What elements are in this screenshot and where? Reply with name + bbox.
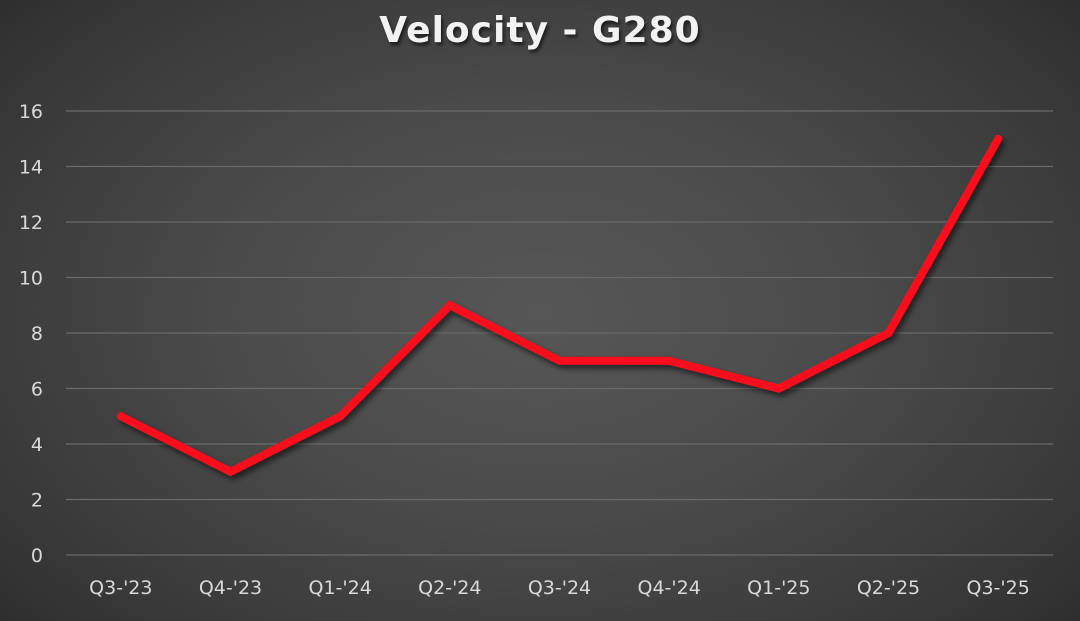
chart-title: Velocity - G280 [379, 10, 701, 51]
y-tick-label: 8 [31, 323, 43, 345]
gridlines [66, 110, 1053, 556]
x-tick-label: Q2-'24 [418, 577, 481, 599]
x-tick-label: Q1-'24 [309, 577, 372, 599]
y-tick-label: 0 [31, 545, 43, 567]
y-tick-label: 14 [19, 157, 43, 179]
x-tick-label: Q3-'23 [89, 577, 152, 599]
y-tick-label: 4 [31, 434, 43, 456]
y-tick-label: 12 [19, 212, 43, 234]
x-axis-ticks: Q3-'23 Q4-'23 Q1-'24 Q2-'24 Q3-'24 Q4-'24 Q1-'… [89, 577, 1030, 599]
x-tick-label: Q3-'24 [528, 577, 591, 599]
y-axis-ticks: 0 2 4 6 8 10 12 14 16 [19, 101, 43, 567]
y-tick-label: 2 [31, 490, 43, 512]
x-tick-label: Q4-'24 [638, 577, 701, 599]
y-tick-label: 10 [19, 268, 43, 290]
y-tick-label: 6 [31, 379, 43, 401]
y-tick-label: 16 [19, 101, 43, 123]
x-tick-label: Q2-'25 [857, 577, 920, 599]
x-tick-label: Q3-'25 [967, 577, 1030, 599]
x-tick-label: Q1-'25 [747, 577, 810, 599]
x-tick-label: Q4-'23 [199, 577, 262, 599]
velocity-series-line [116, 134, 1003, 477]
